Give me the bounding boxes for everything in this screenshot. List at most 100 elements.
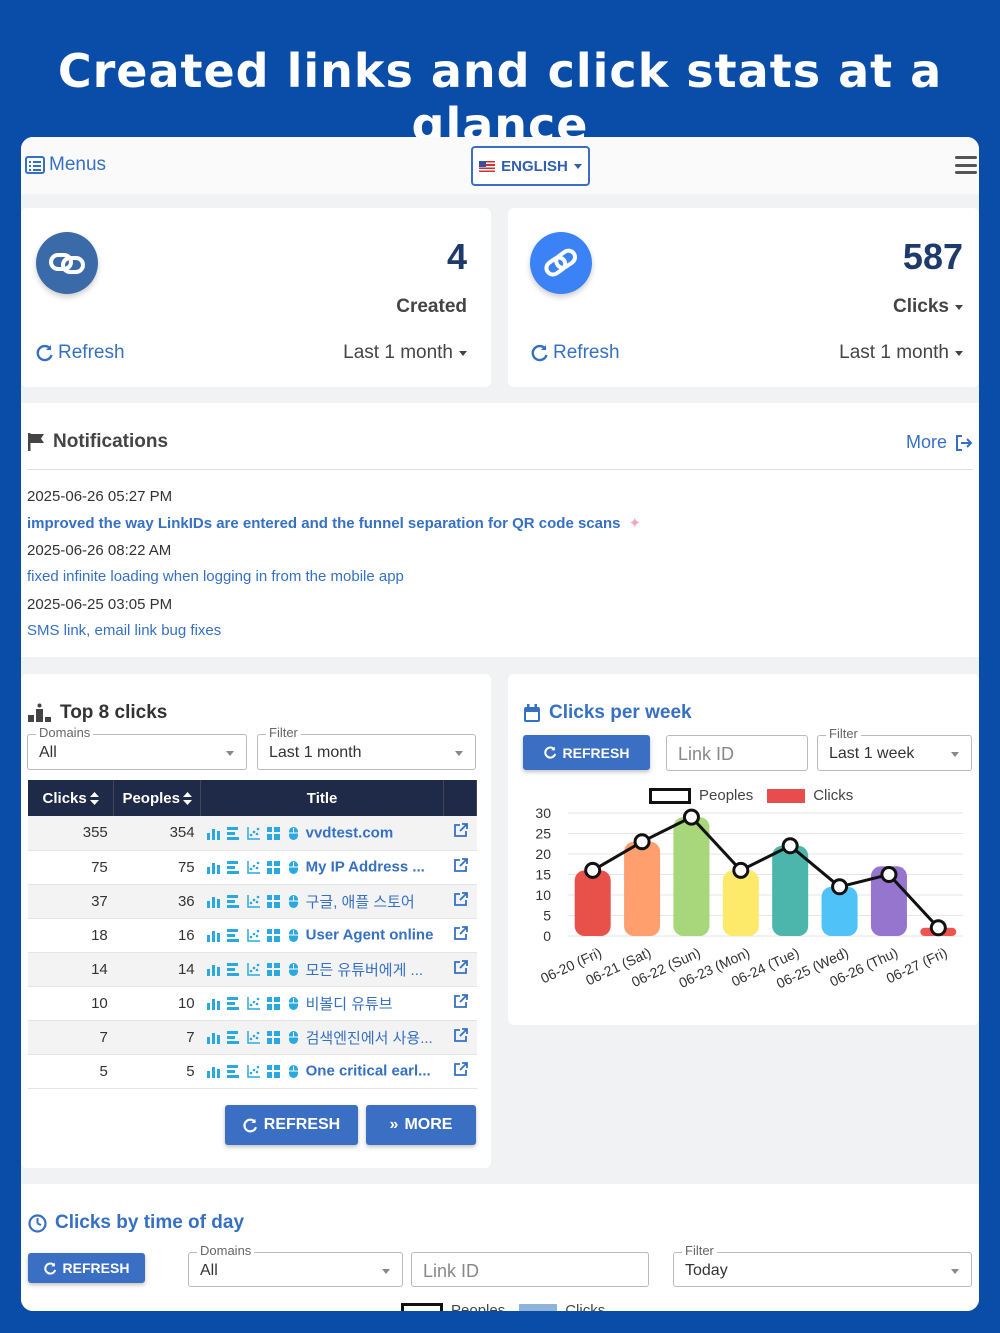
grid-icon[interactable]: [266, 928, 280, 942]
mouse-icon[interactable]: [287, 962, 300, 976]
horizontal-bar-icon[interactable]: [226, 962, 240, 976]
notification-link[interactable]: fixed infinite loading when logging in f…: [27, 568, 404, 585]
title-link[interactable]: 비볼디 유튜브: [305, 995, 393, 1013]
time-of-day-refresh-button[interactable]: REFRESH: [28, 1253, 145, 1283]
created-period-dropdown[interactable]: Last 1 month: [343, 342, 467, 364]
column-header-title[interactable]: Title: [200, 780, 445, 816]
top-clicks-more-button[interactable]: » MORE: [366, 1105, 476, 1145]
grid-icon[interactable]: [266, 1030, 280, 1044]
grid-icon[interactable]: [266, 860, 280, 874]
bar-chart-icon[interactable]: [206, 1031, 220, 1044]
mouse-icon[interactable]: [287, 996, 300, 1010]
bar-chart-icon[interactable]: [206, 1065, 220, 1078]
mouse-icon[interactable]: [287, 1030, 300, 1044]
clicks-label-dropdown[interactable]: Clicks: [893, 296, 963, 318]
bar-chart-icon[interactable]: [206, 997, 220, 1010]
filter-select[interactable]: Filter Last 1 month: [257, 726, 476, 770]
scatter-chart-icon[interactable]: [246, 928, 260, 942]
scatter-chart-icon[interactable]: [246, 894, 260, 908]
horizontal-bar-icon[interactable]: [226, 1030, 240, 1044]
created-refresh-link[interactable]: Refresh: [36, 342, 125, 364]
time-link-id-input[interactable]: Link ID: [411, 1252, 649, 1287]
notification-link[interactable]: improved the way LinkIDs are entered and…: [27, 515, 642, 532]
mouse-icon[interactable]: [287, 860, 300, 874]
table-row[interactable]: 10 10 비볼디 유튜브: [28, 986, 477, 1021]
table-row[interactable]: 75 75 My IP Address ...: [28, 850, 477, 885]
timer-icon: [28, 1213, 47, 1233]
mouse-icon[interactable]: [287, 1064, 300, 1078]
title-link[interactable]: 검색엔진에서 사용...: [305, 1029, 433, 1047]
column-header-clicks[interactable]: Clicks: [28, 780, 115, 816]
clicks-cell: 10: [28, 986, 114, 1021]
external-link-icon[interactable]: [453, 857, 468, 873]
hamburger-menu-icon[interactable]: [955, 156, 977, 174]
scatter-chart-icon[interactable]: [246, 962, 260, 976]
title-link[interactable]: vvdtest.com: [305, 824, 394, 842]
link-id-input[interactable]: Link ID: [666, 735, 808, 771]
mouse-icon[interactable]: [287, 928, 300, 942]
scatter-chart-icon[interactable]: [246, 1030, 260, 1044]
mouse-icon[interactable]: [287, 826, 300, 840]
external-link-icon[interactable]: [453, 1027, 468, 1043]
table-row[interactable]: 18 16 User Agent online: [28, 918, 477, 953]
grid-icon[interactable]: [266, 996, 280, 1010]
table-row[interactable]: 355 354 vvdtest.com: [28, 816, 477, 851]
horizontal-bar-icon[interactable]: [226, 928, 240, 942]
external-link-icon[interactable]: [453, 1061, 468, 1077]
time-filter-select[interactable]: Filter Today: [673, 1244, 972, 1287]
title-link[interactable]: 구글, 애플 스토어: [305, 893, 415, 911]
horizontal-bar-icon[interactable]: [226, 1064, 240, 1078]
table-row[interactable]: 7 7 검색엔진에서 사용...: [28, 1020, 477, 1055]
external-link-icon[interactable]: [453, 925, 468, 941]
grid-icon[interactable]: [266, 962, 280, 976]
external-link-icon[interactable]: [453, 823, 468, 838]
notifications-more-link[interactable]: More: [906, 432, 973, 453]
scatter-chart-icon[interactable]: [246, 860, 260, 874]
bar-chart-icon[interactable]: [206, 895, 220, 908]
mouse-icon[interactable]: [287, 894, 300, 908]
filter-field-label: Filter: [826, 727, 861, 741]
language-dropdown[interactable]: ENGLISH: [471, 146, 590, 186]
title-link[interactable]: 모든 유튜버에게 ...: [305, 961, 424, 979]
bar-chart-icon[interactable]: [206, 827, 220, 840]
top-clicks-refresh-button[interactable]: REFRESH: [225, 1105, 358, 1145]
external-link-icon[interactable]: [453, 891, 468, 907]
grid-icon[interactable]: [266, 1064, 280, 1078]
notification-link[interactable]: SMS link, email link bug fixes: [27, 622, 222, 639]
bar-chart-icon[interactable]: [206, 963, 220, 976]
title-link[interactable]: My IP Address ...: [305, 858, 425, 876]
external-link-cell: [443, 816, 477, 851]
clicks-refresh-link[interactable]: Refresh: [531, 342, 620, 364]
horizontal-bar-icon[interactable]: [226, 894, 240, 908]
horizontal-bar-icon[interactable]: [226, 860, 240, 874]
scatter-chart-icon[interactable]: [246, 1064, 260, 1078]
domains-select[interactable]: Domains All: [27, 726, 247, 770]
time-domains-select[interactable]: Domains All: [188, 1244, 403, 1287]
time-chart-legend: Peoples Clicks: [401, 1302, 605, 1311]
title-link[interactable]: User Agent online: [305, 926, 434, 944]
table-row[interactable]: 14 14 모든 유튜버에게 ...: [28, 952, 477, 987]
external-link-icon[interactable]: [453, 993, 468, 1009]
scatter-chart-icon[interactable]: [246, 996, 260, 1010]
week-filter-select[interactable]: Filter Last 1 week: [817, 727, 972, 771]
clicks-period-dropdown[interactable]: Last 1 month: [839, 342, 963, 364]
peoples-cell: 16: [113, 918, 201, 953]
scatter-chart-icon[interactable]: [246, 826, 260, 840]
grid-icon[interactable]: [266, 826, 280, 840]
bar-chart-icon[interactable]: [206, 861, 220, 874]
column-header-peoples[interactable]: Peoples: [113, 780, 202, 816]
external-link-icon[interactable]: [453, 959, 468, 975]
y-tick-label: 15: [535, 867, 551, 883]
table-row[interactable]: 37 36 구글, 애플 스토어: [28, 884, 477, 919]
notifications-divider: [27, 469, 973, 470]
bar: [772, 845, 809, 936]
grid-icon[interactable]: [266, 894, 280, 908]
menus-button[interactable]: Menus: [25, 154, 106, 176]
caret-down-icon: [459, 350, 467, 356]
title-link[interactable]: One critical earl...: [305, 1062, 431, 1080]
horizontal-bar-icon[interactable]: [226, 826, 240, 840]
table-row[interactable]: 5 5 One critical earl...: [28, 1054, 477, 1089]
bar-chart-icon[interactable]: [206, 929, 220, 942]
horizontal-bar-icon[interactable]: [226, 996, 240, 1010]
clicks-per-week-refresh-button[interactable]: REFRESH: [523, 735, 650, 770]
